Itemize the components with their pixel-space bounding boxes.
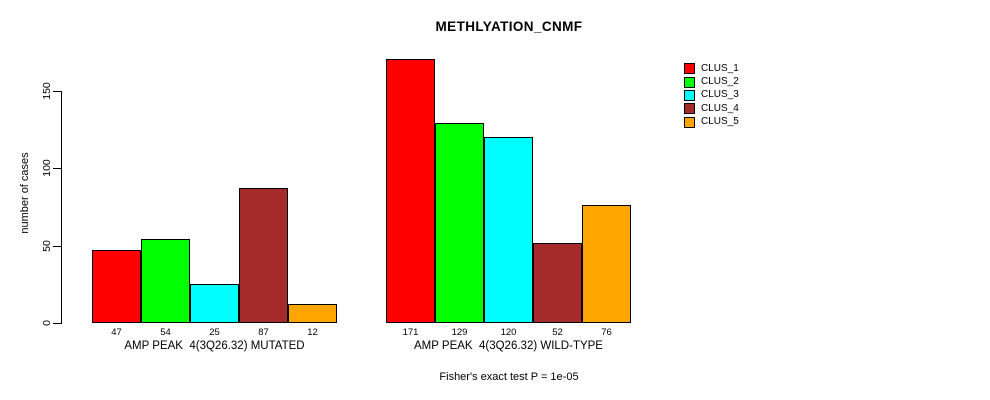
legend-label: CLUS_4	[701, 102, 739, 114]
y-tick-label: 0	[41, 320, 53, 326]
bar-value-label: 76	[601, 327, 612, 338]
bar-clus_3	[484, 137, 533, 323]
legend-item-clus_3: CLUS_3	[684, 89, 739, 102]
legend-label: CLUS_5	[701, 116, 739, 128]
bar-clus_2	[141, 239, 190, 323]
legend: CLUS_1 CLUS_2 CLUS_3 CLUS_4 CLUS_5	[684, 62, 739, 129]
bar-value-label: 47	[111, 327, 122, 338]
bar-value-label: 12	[307, 327, 318, 338]
bar-clus_3	[190, 284, 239, 323]
bar-value-label: 52	[552, 327, 563, 338]
legend-swatch	[684, 103, 695, 115]
group-label-0: AMP PEAK 4(3Q26.32) MUTATED	[124, 340, 305, 352]
legend-label: CLUS_1	[701, 62, 739, 74]
bar-clus_5	[582, 205, 631, 323]
legend-item-clus_2: CLUS_2	[684, 75, 739, 88]
legend-swatch	[684, 63, 695, 75]
legend-swatch	[684, 76, 695, 88]
group-label-1: AMP PEAK 4(3Q26.32) WILD-TYPE	[414, 340, 603, 352]
bar-clus_4	[239, 188, 288, 323]
legend-label: CLUS_2	[701, 76, 739, 88]
bar-value-label: 171	[402, 327, 419, 338]
legend-item-clus_5: CLUS_5	[684, 116, 739, 129]
y-axis-label: number of cases	[19, 152, 31, 234]
legend-label: CLUS_3	[701, 89, 739, 101]
y-tick-label: 100	[41, 159, 53, 177]
bar-clus_5	[288, 304, 337, 323]
bar-value-label: 25	[209, 327, 220, 338]
bar-value-label: 54	[160, 327, 171, 338]
bar-value-label: 120	[500, 327, 517, 338]
bar-clus_4	[533, 243, 582, 323]
bar-value-label: 87	[258, 327, 269, 338]
legend-swatch	[684, 116, 695, 128]
y-axis-tick	[53, 246, 61, 247]
legend-swatch	[684, 89, 695, 101]
fisher-test-annotation: Fisher's exact test P = 1e-05	[439, 371, 579, 383]
bar-clus_1	[386, 59, 435, 323]
y-axis-tick	[53, 168, 61, 169]
bar-value-label: 129	[451, 327, 468, 338]
bar-clus_1	[92, 250, 141, 323]
y-tick-label: 50	[41, 240, 53, 252]
y-axis-line	[61, 91, 62, 324]
legend-item-clus_1: CLUS_1	[684, 62, 739, 75]
y-axis-tick	[53, 323, 61, 324]
bar-clus_2	[435, 123, 484, 323]
legend-item-clus_4: CLUS_4	[684, 102, 739, 115]
y-axis-tick	[53, 91, 61, 92]
y-tick-label: 150	[41, 82, 53, 100]
chart-title: METHLYATION_CNMF	[435, 19, 583, 34]
